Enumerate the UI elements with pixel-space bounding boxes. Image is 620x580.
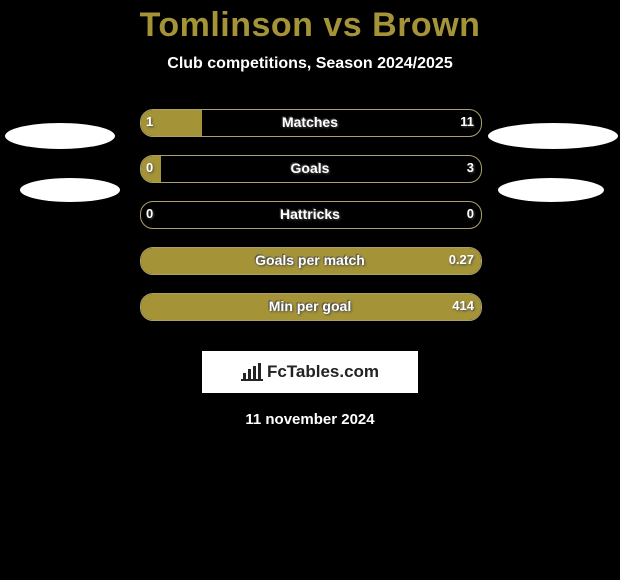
bar-track: [140, 247, 482, 275]
bar-chart-icon: [241, 363, 263, 381]
stat-row: Hattricks00: [0, 201, 620, 247]
subtitle: Club competitions, Season 2024/2025: [0, 55, 620, 73]
date-label: 11 november 2024: [0, 411, 620, 428]
logo-text: FcTables.com: [267, 362, 379, 382]
bar-fill-left: [141, 248, 481, 274]
bar-track: [140, 109, 482, 137]
bar-fill-left: [141, 110, 202, 136]
decorative-oval: [20, 178, 120, 202]
logo-badge: FcTables.com: [202, 351, 418, 393]
bar-fill-left: [141, 156, 161, 182]
decorative-oval: [488, 123, 618, 149]
decorative-oval: [5, 123, 115, 149]
comparison-infographic: Tomlinson vs Brown Club competitions, Se…: [0, 0, 620, 580]
page-title: Tomlinson vs Brown: [0, 0, 620, 45]
bar-track: [140, 155, 482, 183]
decorative-oval: [498, 178, 604, 202]
stat-row: Min per goal414: [0, 293, 620, 339]
bar-track: [140, 201, 482, 229]
bar-fill-left: [141, 294, 481, 320]
bar-track: [140, 293, 482, 321]
stat-row: Goals per match0.27: [0, 247, 620, 293]
